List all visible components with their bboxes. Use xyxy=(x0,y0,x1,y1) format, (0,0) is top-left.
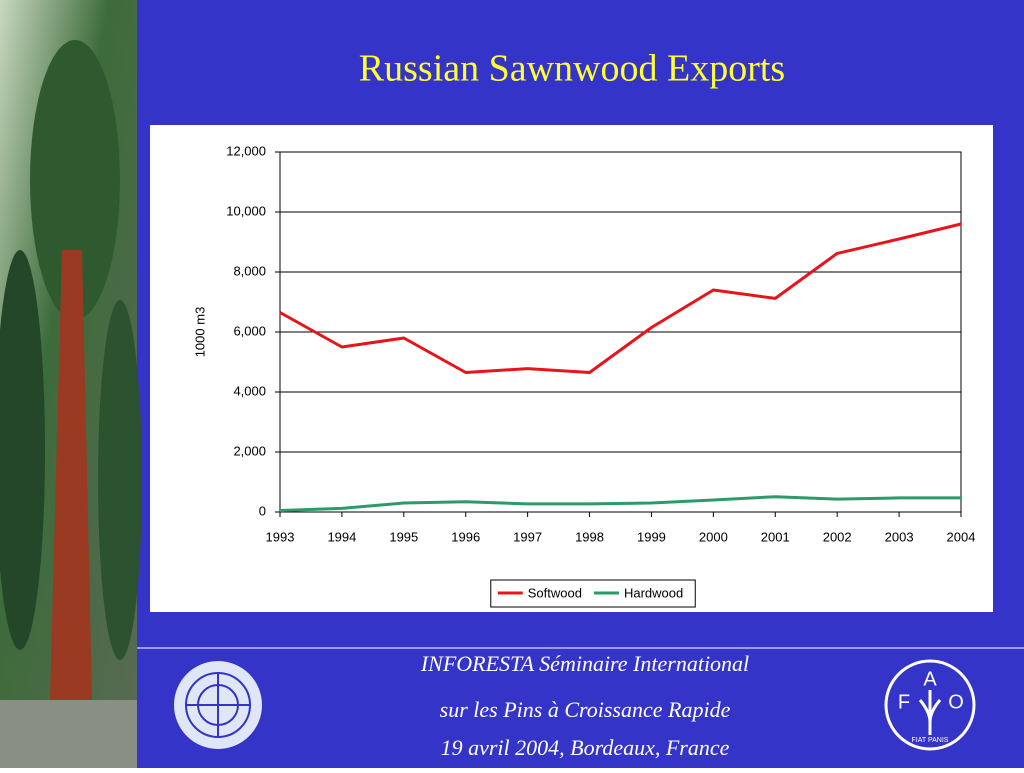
legend-label: Softwood xyxy=(528,585,582,600)
forest-photo xyxy=(0,0,142,768)
x-tick-label: 1997 xyxy=(513,529,542,544)
fao-logo: F A O FIAT PANIS xyxy=(884,659,976,751)
slide-title: Russian Sawnwood Exports xyxy=(359,48,785,90)
x-tick-label: 1998 xyxy=(575,529,604,544)
fao-letter: F xyxy=(898,691,910,713)
fao-letter: A xyxy=(923,668,937,690)
un-emblem xyxy=(174,661,262,749)
legend-box xyxy=(490,579,696,608)
y-tick-label: 2,000 xyxy=(233,443,266,458)
legend-label: Hardwood xyxy=(624,585,683,600)
y-axis-label: 1000 m3 xyxy=(192,307,207,358)
fao-motto: FIAT PANIS xyxy=(912,737,949,744)
fao-letter: O xyxy=(948,691,964,713)
x-tick-label: 1996 xyxy=(451,529,480,544)
footer-line: 19 avril 2004, Bordeaux, France xyxy=(441,735,730,760)
x-tick-label: 2004 xyxy=(947,529,976,544)
x-tick-label: 1994 xyxy=(327,529,356,544)
footer-line: INFORESTA Séminaire International xyxy=(420,651,749,676)
x-tick-label: 2000 xyxy=(699,529,728,544)
x-tick-label: 2003 xyxy=(885,529,914,544)
y-tick-label: 8,000 xyxy=(233,263,266,278)
x-tick-label: 2001 xyxy=(761,529,790,544)
x-tick-label: 1999 xyxy=(637,529,666,544)
x-tick-label: 1993 xyxy=(266,529,295,544)
x-tick-label: 1995 xyxy=(389,529,418,544)
series-line xyxy=(279,222,962,374)
series-line xyxy=(279,495,961,512)
y-tick-label: 10,000 xyxy=(226,203,266,218)
x-tick-label: 2002 xyxy=(823,529,852,544)
chart-panel xyxy=(150,125,993,612)
footer-line: sur les Pins à Croissance Rapide xyxy=(440,697,731,722)
y-tick-label: 12,000 xyxy=(226,143,266,158)
y-tick-label: 6,000 xyxy=(233,323,266,338)
y-tick-label: 4,000 xyxy=(233,383,266,398)
y-tick-label: 0 xyxy=(259,503,266,518)
chart: 0 2,000 4,000 6,000 8,000 10,000 12,000 1993 199… xyxy=(226,143,976,608)
